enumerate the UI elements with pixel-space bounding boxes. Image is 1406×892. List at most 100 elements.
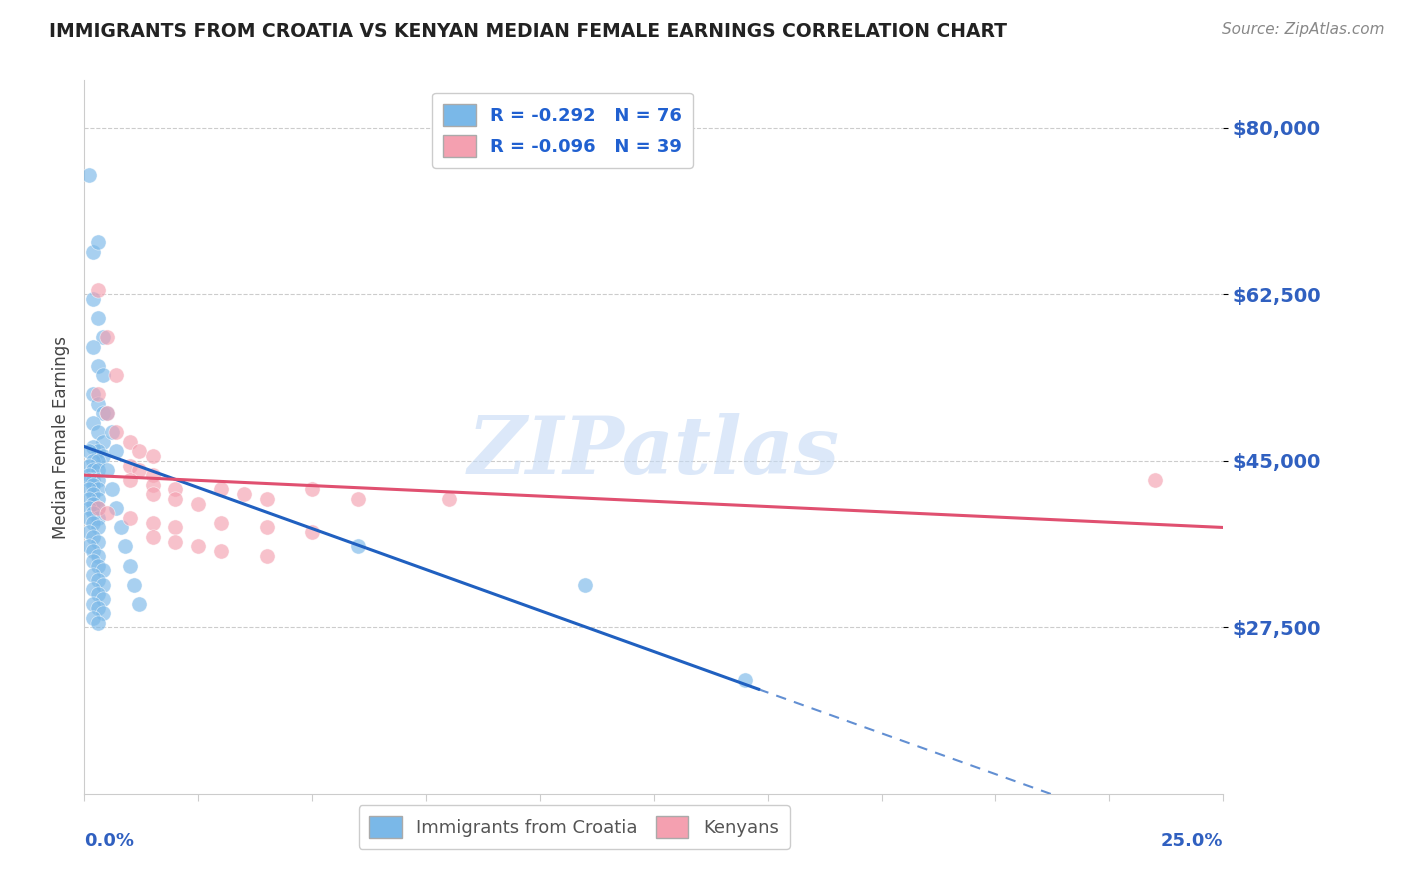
Point <box>96 506 118 520</box>
Point <box>110 520 132 534</box>
Point <box>187 497 209 511</box>
Text: ZIPatlas: ZIPatlas <box>468 413 839 490</box>
Point <box>142 477 165 491</box>
Legend: Immigrants from Croatia, Kenyans: Immigrants from Croatia, Kenyans <box>359 805 790 849</box>
Point <box>82 292 104 306</box>
Point <box>82 530 104 544</box>
Point <box>82 597 104 611</box>
Point <box>105 425 128 440</box>
Text: Source: ZipAtlas.com: Source: ZipAtlas.com <box>1222 22 1385 37</box>
Point <box>87 549 110 563</box>
Point <box>82 506 104 520</box>
Point <box>118 434 141 449</box>
Point <box>82 554 104 568</box>
Point <box>87 573 110 587</box>
Point <box>87 558 110 573</box>
Point <box>105 501 128 516</box>
Point <box>87 311 110 326</box>
Point <box>87 473 110 487</box>
Point <box>91 406 114 420</box>
Point <box>87 387 110 401</box>
Point <box>301 483 323 497</box>
Point <box>87 425 110 440</box>
Point <box>87 501 110 516</box>
Point <box>91 606 114 620</box>
Point <box>82 487 104 501</box>
Point <box>105 444 128 458</box>
Point <box>142 516 165 530</box>
Point <box>437 491 460 506</box>
Point <box>209 516 232 530</box>
Point <box>87 615 110 630</box>
Point <box>87 454 110 468</box>
Point <box>77 483 100 497</box>
Point <box>256 549 278 563</box>
Point <box>87 359 110 373</box>
Point <box>87 235 110 249</box>
Point <box>77 511 100 525</box>
Text: 0.0%: 0.0% <box>84 832 135 850</box>
Point <box>82 244 104 259</box>
Point <box>82 516 104 530</box>
Point <box>87 491 110 506</box>
Point <box>118 511 141 525</box>
Point <box>734 673 756 687</box>
Point <box>82 416 104 430</box>
Point <box>77 525 100 540</box>
Point <box>77 468 100 483</box>
Point <box>165 534 187 549</box>
Point <box>87 534 110 549</box>
Point <box>82 568 104 582</box>
Point <box>209 544 232 558</box>
Point <box>82 387 104 401</box>
Point <box>96 406 118 420</box>
Point <box>82 340 104 354</box>
Point <box>187 540 209 554</box>
Point <box>301 525 323 540</box>
Point <box>77 501 100 516</box>
Y-axis label: Median Female Earnings: Median Female Earnings <box>52 335 70 539</box>
Point <box>165 483 187 497</box>
Point <box>87 501 110 516</box>
Point <box>165 520 187 534</box>
Point <box>77 458 100 473</box>
Point <box>82 611 104 625</box>
Point <box>232 487 254 501</box>
Point <box>77 444 100 458</box>
Text: IMMIGRANTS FROM CROATIA VS KENYAN MEDIAN FEMALE EARNINGS CORRELATION CHART: IMMIGRANTS FROM CROATIA VS KENYAN MEDIAN… <box>49 22 1007 41</box>
Point <box>96 463 118 477</box>
Point <box>105 368 128 383</box>
Point <box>87 483 110 497</box>
Point <box>82 463 104 477</box>
Point <box>82 454 104 468</box>
Point <box>118 458 141 473</box>
Point <box>91 577 114 591</box>
Point <box>87 444 110 458</box>
Point <box>77 169 100 183</box>
Point <box>87 283 110 297</box>
Point <box>118 558 141 573</box>
Point <box>77 491 100 506</box>
Point <box>91 563 114 577</box>
Point <box>91 368 114 383</box>
Point <box>87 587 110 601</box>
Point <box>124 577 146 591</box>
Point <box>82 473 104 487</box>
Point <box>87 520 110 534</box>
Point <box>346 540 368 554</box>
Point <box>142 530 165 544</box>
Point <box>96 406 118 420</box>
Point <box>96 330 118 344</box>
Point <box>114 540 136 554</box>
Point <box>91 434 114 449</box>
Point <box>77 473 100 487</box>
Point <box>1143 473 1166 487</box>
Point <box>142 468 165 483</box>
Point <box>82 582 104 597</box>
Point <box>142 487 165 501</box>
Point <box>87 397 110 411</box>
Point <box>82 544 104 558</box>
Point <box>256 491 278 506</box>
Point <box>82 497 104 511</box>
Point <box>87 601 110 615</box>
